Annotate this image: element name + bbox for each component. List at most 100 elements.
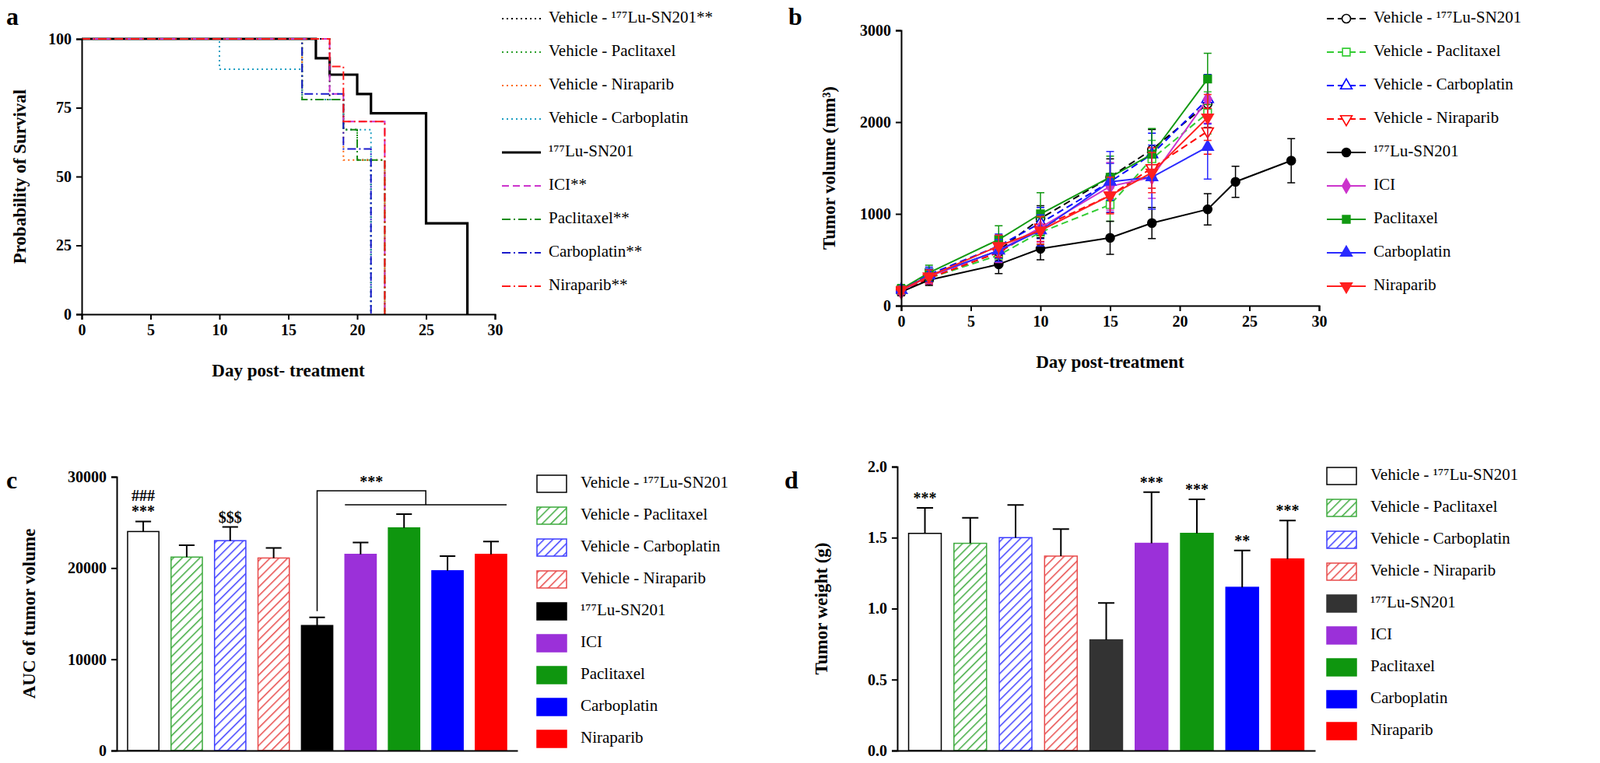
legend-label: ¹⁷⁷Lu-SN201 [1370,592,1457,612]
tick-label: 15 [280,321,297,339]
legend-item: ¹⁷⁷Lu-SN201 [1326,141,1460,161]
tick-mark [425,314,428,320]
significance-label: *** [913,489,937,507]
tick: 25 [418,314,435,339]
series-line [81,38,385,315]
tick-mark [1040,305,1043,312]
axis-line [898,750,1316,753]
y-axis: 0.00.51.01.52.0 [867,458,899,760]
legend-line [501,17,541,20]
tick-mark [1109,305,1112,312]
tick: 50 [56,168,82,186]
tick: 25 [1242,305,1258,330]
plot-marks [81,38,468,315]
error-bar [1231,166,1240,198]
series-line [81,38,372,315]
panel-2: cAUC of tumor volume0100002000030000###*… [6,466,729,760]
error-bar [222,527,239,542]
tick: 10 [1033,305,1050,330]
plot-marks [895,53,1296,299]
legend-marker [1340,283,1353,294]
error-bar [439,556,456,572]
bar [1090,640,1123,751]
marker [1146,169,1158,180]
legend-marker [1342,14,1351,24]
tick-label: 10000 [67,651,107,669]
legend-label: Vehicle - Carboplatin [580,536,721,556]
series-line [901,99,1208,292]
tick: 5 [147,314,155,339]
legend-item: Carboplatin [1326,688,1449,709]
error-bar [308,617,325,627]
legend-item: Vehicle - Carboplatin [501,108,689,127]
panel-letter: d [784,466,799,495]
error-bar [1234,550,1251,588]
tick-label: 75 [56,98,72,116]
legend-marker [1342,48,1351,57]
plot-marks [908,492,1305,751]
marker [1201,114,1214,125]
significance-label: *** [1275,501,1299,520]
legend-item: Carboplatin [536,696,659,716]
legend-line [501,185,541,187]
tick: 0 [98,742,117,760]
significance-label: *** [359,473,383,491]
tick-mark [111,568,117,570]
tick-label: 0 [898,312,906,330]
tick-label: 2000 [859,113,892,131]
figure: aProbability of SurvivalDay post- treatm… [0,0,1600,763]
series-line [81,38,468,315]
legend: Vehicle - ¹⁷⁷Lu-SN201Vehicle - Paclitaxe… [536,473,729,748]
legend-item: ¹⁷⁷Lu-SN201 [536,600,667,621]
bar [258,557,290,751]
marker [1203,205,1212,215]
legend-label: Vehicle - Paclitaxel [1370,497,1498,516]
bar [388,528,420,751]
legend-label: Vehicle - ¹⁷⁷Lu-SN201 [1370,465,1519,485]
error-bar [396,514,412,529]
x-axis: 051015202530 [78,314,504,339]
legend-line [501,218,541,221]
bar [1225,587,1259,751]
marker [1147,218,1157,228]
marker [1203,75,1212,84]
error-bar [352,542,369,555]
tick-label: 0 [63,305,72,323]
axis-line [82,315,496,321]
tick-label: 2.0 [867,458,888,476]
significance-label: ** [1234,532,1250,550]
error-bar [1203,193,1212,225]
error-bar [916,508,934,534]
tick: 0 [63,305,82,323]
legend-label: Paclitaxel [1370,656,1436,676]
error-bar [178,545,195,558]
tick-label: 25 [1242,312,1258,330]
tick: 15 [280,314,297,339]
marker [922,273,935,284]
tick-mark [150,314,152,320]
legend-label: Vehicle - Paclitaxel [580,505,708,524]
legend-label: ¹⁷⁷Lu-SN201 [1373,141,1460,161]
legend-item: Paclitaxel** [501,208,630,228]
bar [1044,556,1078,751]
bar [1180,533,1214,751]
legend-label: Vehicle - Niraparib [1373,108,1499,127]
error-bar [1189,499,1206,534]
tick: 25 [56,236,82,254]
marker [1105,233,1115,243]
x-axis [898,750,1316,752]
legend-label: Niraparib [580,728,643,748]
tick: 75 [56,98,82,116]
legend-label: Vehicle - Niraparib [1370,561,1496,580]
bar [171,557,203,751]
tick-label: 5 [147,321,155,339]
y-axis: 0255075100 [48,30,83,323]
legend-label: Vehicle - ¹⁷⁷Lu-SN201 [1373,7,1522,27]
tick-label: 0 [883,297,892,315]
panel-3: dTumor weight (g)0.00.51.01.52.0********… [784,458,1519,760]
legend-label: Vehicle - Niraparib [548,74,674,94]
tick: 20 [1172,305,1189,330]
tick-label: 30 [487,321,504,339]
legend-label: Paclitaxel [1373,208,1439,228]
tick: 0 [883,297,902,315]
